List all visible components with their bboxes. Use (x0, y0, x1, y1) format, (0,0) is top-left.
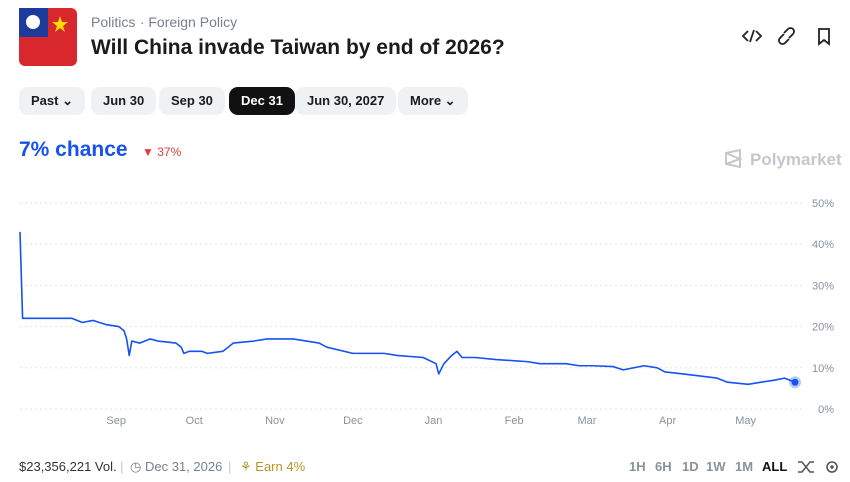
volume: $23,356,221 Vol. (19, 459, 117, 474)
settings-icon[interactable] (826, 461, 838, 473)
chart: 0% 10% 20% 30% 40% 50% Sep Oct Nov Dec Jan Feb Mar Ap… (19, 198, 834, 427)
y-tick-label: 30% (812, 280, 834, 292)
clock-icon: ◷ (130, 459, 145, 474)
breadcrumb[interactable]: Foreign Policy (148, 14, 238, 30)
y-tick-label: 20% (812, 322, 834, 334)
date-tab[interactable]: Dec 31 (229, 87, 295, 115)
range-button[interactable]: 1M (735, 459, 754, 474)
date-tab[interactable]: Past ⌄ (19, 87, 85, 115)
date-tab[interactable]: Jun 30 (91, 87, 157, 115)
shuffle-icon[interactable] (798, 461, 814, 473)
range-button[interactable]: 1H (629, 459, 646, 474)
end-date-text: Dec 31, 2026 (144, 459, 223, 474)
date-tab[interactable]: Jun 30, 2027 (295, 87, 397, 115)
end-date: ◷ Dec 31, 2026 (130, 459, 222, 475)
x-tick-label: Sep (106, 415, 126, 427)
line (19, 231, 796, 386)
link-icon[interactable] (778, 27, 795, 45)
range-button[interactable]: 1W (706, 459, 726, 474)
earn[interactable]: ⚘ Earn 4% (240, 459, 305, 475)
brand: Polymarket (750, 150, 842, 169)
breadcrumb[interactable]: Politics (91, 14, 136, 30)
market-title: Will China invade Taiwan by end of 2026? (91, 36, 505, 59)
earn-text: Earn 4% (255, 459, 306, 474)
separator: | (228, 459, 232, 474)
y-tick-label: 10% (812, 363, 834, 375)
sprout-icon: ⚘ (240, 459, 256, 474)
separator: | (120, 459, 124, 474)
x-tick-label: Apr (659, 415, 676, 427)
change: ▼ 37% (142, 145, 181, 159)
x-tick-label: Feb (505, 415, 524, 427)
chart-controls (798, 461, 838, 473)
y-tick-label: 40% (812, 239, 834, 251)
bookmark-icon[interactable] (818, 28, 830, 46)
x-tick-label: Dec (343, 415, 363, 427)
down-arrow: ▼ (142, 145, 158, 159)
x-tick-label: Oct (186, 415, 203, 427)
range-button[interactable]: 6H (655, 459, 672, 474)
date-tab[interactable]: More ⌄ (398, 87, 468, 115)
embed-icon[interactable] (741, 29, 763, 43)
x-tick-label: Mar (577, 415, 596, 427)
x-tick-label: May (735, 415, 756, 427)
chance: 7% chance (19, 138, 128, 161)
brand-logo (725, 149, 743, 169)
date-tab[interactable]: Sep 30 (159, 87, 225, 115)
x-tick-label: Jan (425, 415, 443, 427)
separator: · (139, 14, 149, 30)
end-point (791, 378, 799, 386)
range-button[interactable]: 1D (682, 459, 699, 474)
y-tick-label: 50% (812, 198, 834, 210)
market-icon (19, 8, 77, 66)
x-tick-label: Nov (265, 415, 285, 427)
breadcrumbs: Politics · Foreign Policy (91, 14, 237, 32)
range-button[interactable]: ALL (762, 459, 788, 474)
header-actions (741, 27, 830, 46)
chevron: ⌄ (58, 93, 73, 108)
settings-icon-core (830, 465, 834, 469)
y-tick-label: 0% (818, 404, 834, 416)
chevron: ⌄ (441, 93, 456, 108)
change-value: 37% (157, 145, 182, 159)
